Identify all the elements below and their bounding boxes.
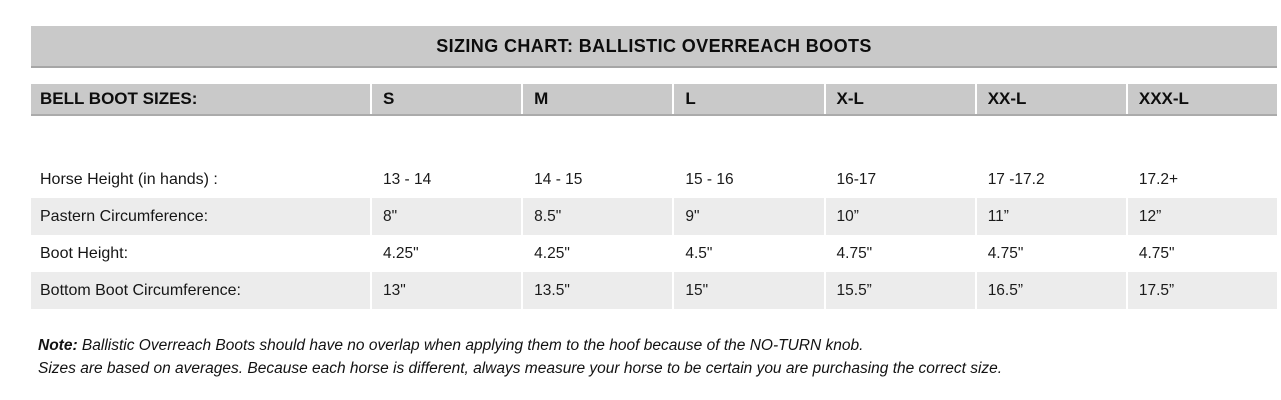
note-line-2: Sizes are based on averages. Because eac… (38, 360, 1003, 377)
cell-value: 8.5" (521, 198, 672, 235)
cell-value: 17 -17.2 (974, 161, 1126, 198)
note-text: Note: Ballistic Overreach Boots should h… (38, 334, 1268, 380)
table-header-row: BELL BOOT SIZES: S M L X-L XX-L XXX-L (31, 84, 1277, 116)
row-label: Bottom Boot Circumference: (40, 281, 241, 299)
header-size-xxxl: XXX-L (1125, 84, 1277, 114)
cell-value: 8" (370, 198, 521, 235)
cell-value: 12” (1125, 198, 1277, 235)
note-line-1: Note: Ballistic Overreach Boots should h… (38, 334, 1268, 357)
cell-value: 17.5” (1125, 272, 1277, 309)
cell-value: 4.75" (1125, 235, 1277, 272)
header-size-l: L (672, 84, 823, 114)
cell-value: 13.5" (521, 272, 672, 309)
cell-value: 11” (974, 198, 1126, 235)
header-size-xxl: XX-L (974, 84, 1126, 114)
cell-value: 4.5" (672, 235, 823, 272)
table-row-boot-height: Boot Height: 4.25" 4.25" 4.5" 4.75" 4.75… (31, 235, 1277, 272)
row-label: Pastern Circumference: (40, 207, 209, 225)
table-body: Horse Height (in hands) : 13 - 14 14 - 1… (31, 161, 1277, 309)
cell-value: 4.25" (370, 235, 521, 272)
row-label: Boot Height: (40, 244, 129, 262)
row-label: Horse Height (in hands) : (40, 170, 218, 188)
header-size-m: M (521, 84, 672, 114)
table-row-bottom-boot-circumference: Bottom Boot Circumference: 13" 13.5" 15"… (31, 272, 1277, 309)
cell-value: 15.5” (823, 272, 975, 309)
cell-value: 17.2+ (1125, 161, 1277, 198)
cell-value: 15 - 16 (672, 161, 823, 198)
table-row-pastern-circumference: Pastern Circumference: 8" 8.5" 9" 10” 11… (31, 198, 1277, 235)
cell-value: 14 - 15 (521, 161, 672, 198)
cell-value: 16.5” (974, 272, 1126, 309)
header-label: BELL BOOT SIZES: (40, 89, 198, 108)
cell-value: 4.25" (521, 235, 672, 272)
cell-value: 15" (672, 272, 823, 309)
cell-value: 9" (672, 198, 823, 235)
header-size-xl: X-L (823, 84, 975, 114)
cell-value: 10” (823, 198, 975, 235)
cell-value: 16-17 (823, 161, 975, 198)
chart-title: SIZING CHART: BALLISTIC OVERREACH BOOTS (436, 35, 872, 56)
cell-value: 13" (370, 272, 521, 309)
cell-value: 4.75" (974, 235, 1126, 272)
table-row-horse-height: Horse Height (in hands) : 13 - 14 14 - 1… (31, 161, 1277, 198)
note-prefix: Note: (38, 337, 78, 354)
chart-title-bar: SIZING CHART: BALLISTIC OVERREACH BOOTS (31, 26, 1277, 68)
header-size-s: S (370, 84, 521, 114)
cell-value: 4.75" (823, 235, 975, 272)
cell-value: 13 - 14 (370, 161, 521, 198)
note-line-1-text: Ballistic Overreach Boots should have no… (81, 337, 864, 354)
